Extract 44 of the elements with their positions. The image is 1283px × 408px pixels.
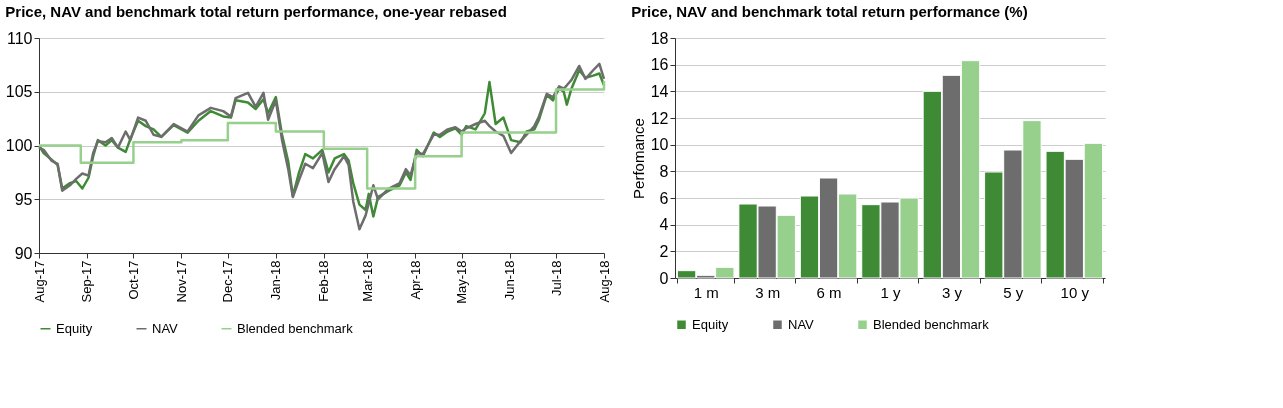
x-tick-label: Apr-18 (407, 260, 423, 300)
y-tick-label: 110 (6, 29, 33, 47)
y-tick-label: 0 (659, 269, 669, 287)
x-tick-label: Sep-17 (79, 260, 95, 303)
y-tick-label: 2 (659, 242, 669, 260)
legend-label: Equity (692, 316, 729, 332)
x-tick-label: May-18 (454, 260, 470, 304)
x-tick-label: 1 m (693, 283, 719, 301)
y-tick-label: 4 (659, 216, 669, 234)
y-tick-label: 95 (14, 190, 33, 208)
x-tick-label: 6 m (816, 283, 842, 301)
x-tick-label: Nov-17 (173, 260, 189, 303)
x-tick-label: 1 y (880, 283, 901, 301)
y-tick-label: 6 (659, 189, 669, 207)
x-tick-label: Oct-17 (125, 260, 141, 300)
y-tick-label: 8 (659, 162, 669, 180)
y-tick-label: 90 (14, 244, 33, 262)
y-tick-label: 16 (650, 56, 669, 74)
y-tick-label: 18 (650, 29, 669, 47)
x-tick-label: 5 y (1003, 283, 1024, 301)
chart-title: Price, NAV and benchmark total return performance (%) (631, 3, 1028, 20)
chart-title: Price, NAV and benchmark total return performance, one-year rebased (5, 3, 507, 20)
y-tick-label: 105 (5, 83, 33, 101)
legend-label: Blended benchmark (237, 320, 354, 336)
legend-label: Equity (56, 320, 93, 336)
x-tick-label: Aug-17 (31, 260, 47, 303)
y-axis-title: Perfomance (629, 118, 647, 199)
x-tick-label: Jan-18 (268, 260, 284, 301)
legend-label: NAV (788, 316, 815, 332)
x-tick-label: Feb-18 (316, 260, 332, 302)
x-tick-label: 10 y (1060, 283, 1090, 301)
x-tick-label: Jul-18 (548, 260, 564, 296)
x-tick-label: 3 m (755, 283, 781, 301)
legend-label: Blended benchmark (873, 316, 990, 332)
x-tick-label: Mar-18 (359, 260, 375, 302)
x-tick-label: Dec-17 (220, 260, 236, 303)
x-tick-label: 3 y (941, 283, 963, 301)
x-tick-label: Aug-18 (596, 260, 612, 303)
y-tick-label: 10 (650, 136, 669, 154)
x-tick-label: Jun-18 (502, 260, 518, 301)
y-tick-label: 100 (5, 137, 33, 154)
y-tick-label: 12 (650, 109, 669, 127)
y-tick-label: 14 (650, 82, 669, 100)
legend-label: NAV (152, 320, 179, 336)
